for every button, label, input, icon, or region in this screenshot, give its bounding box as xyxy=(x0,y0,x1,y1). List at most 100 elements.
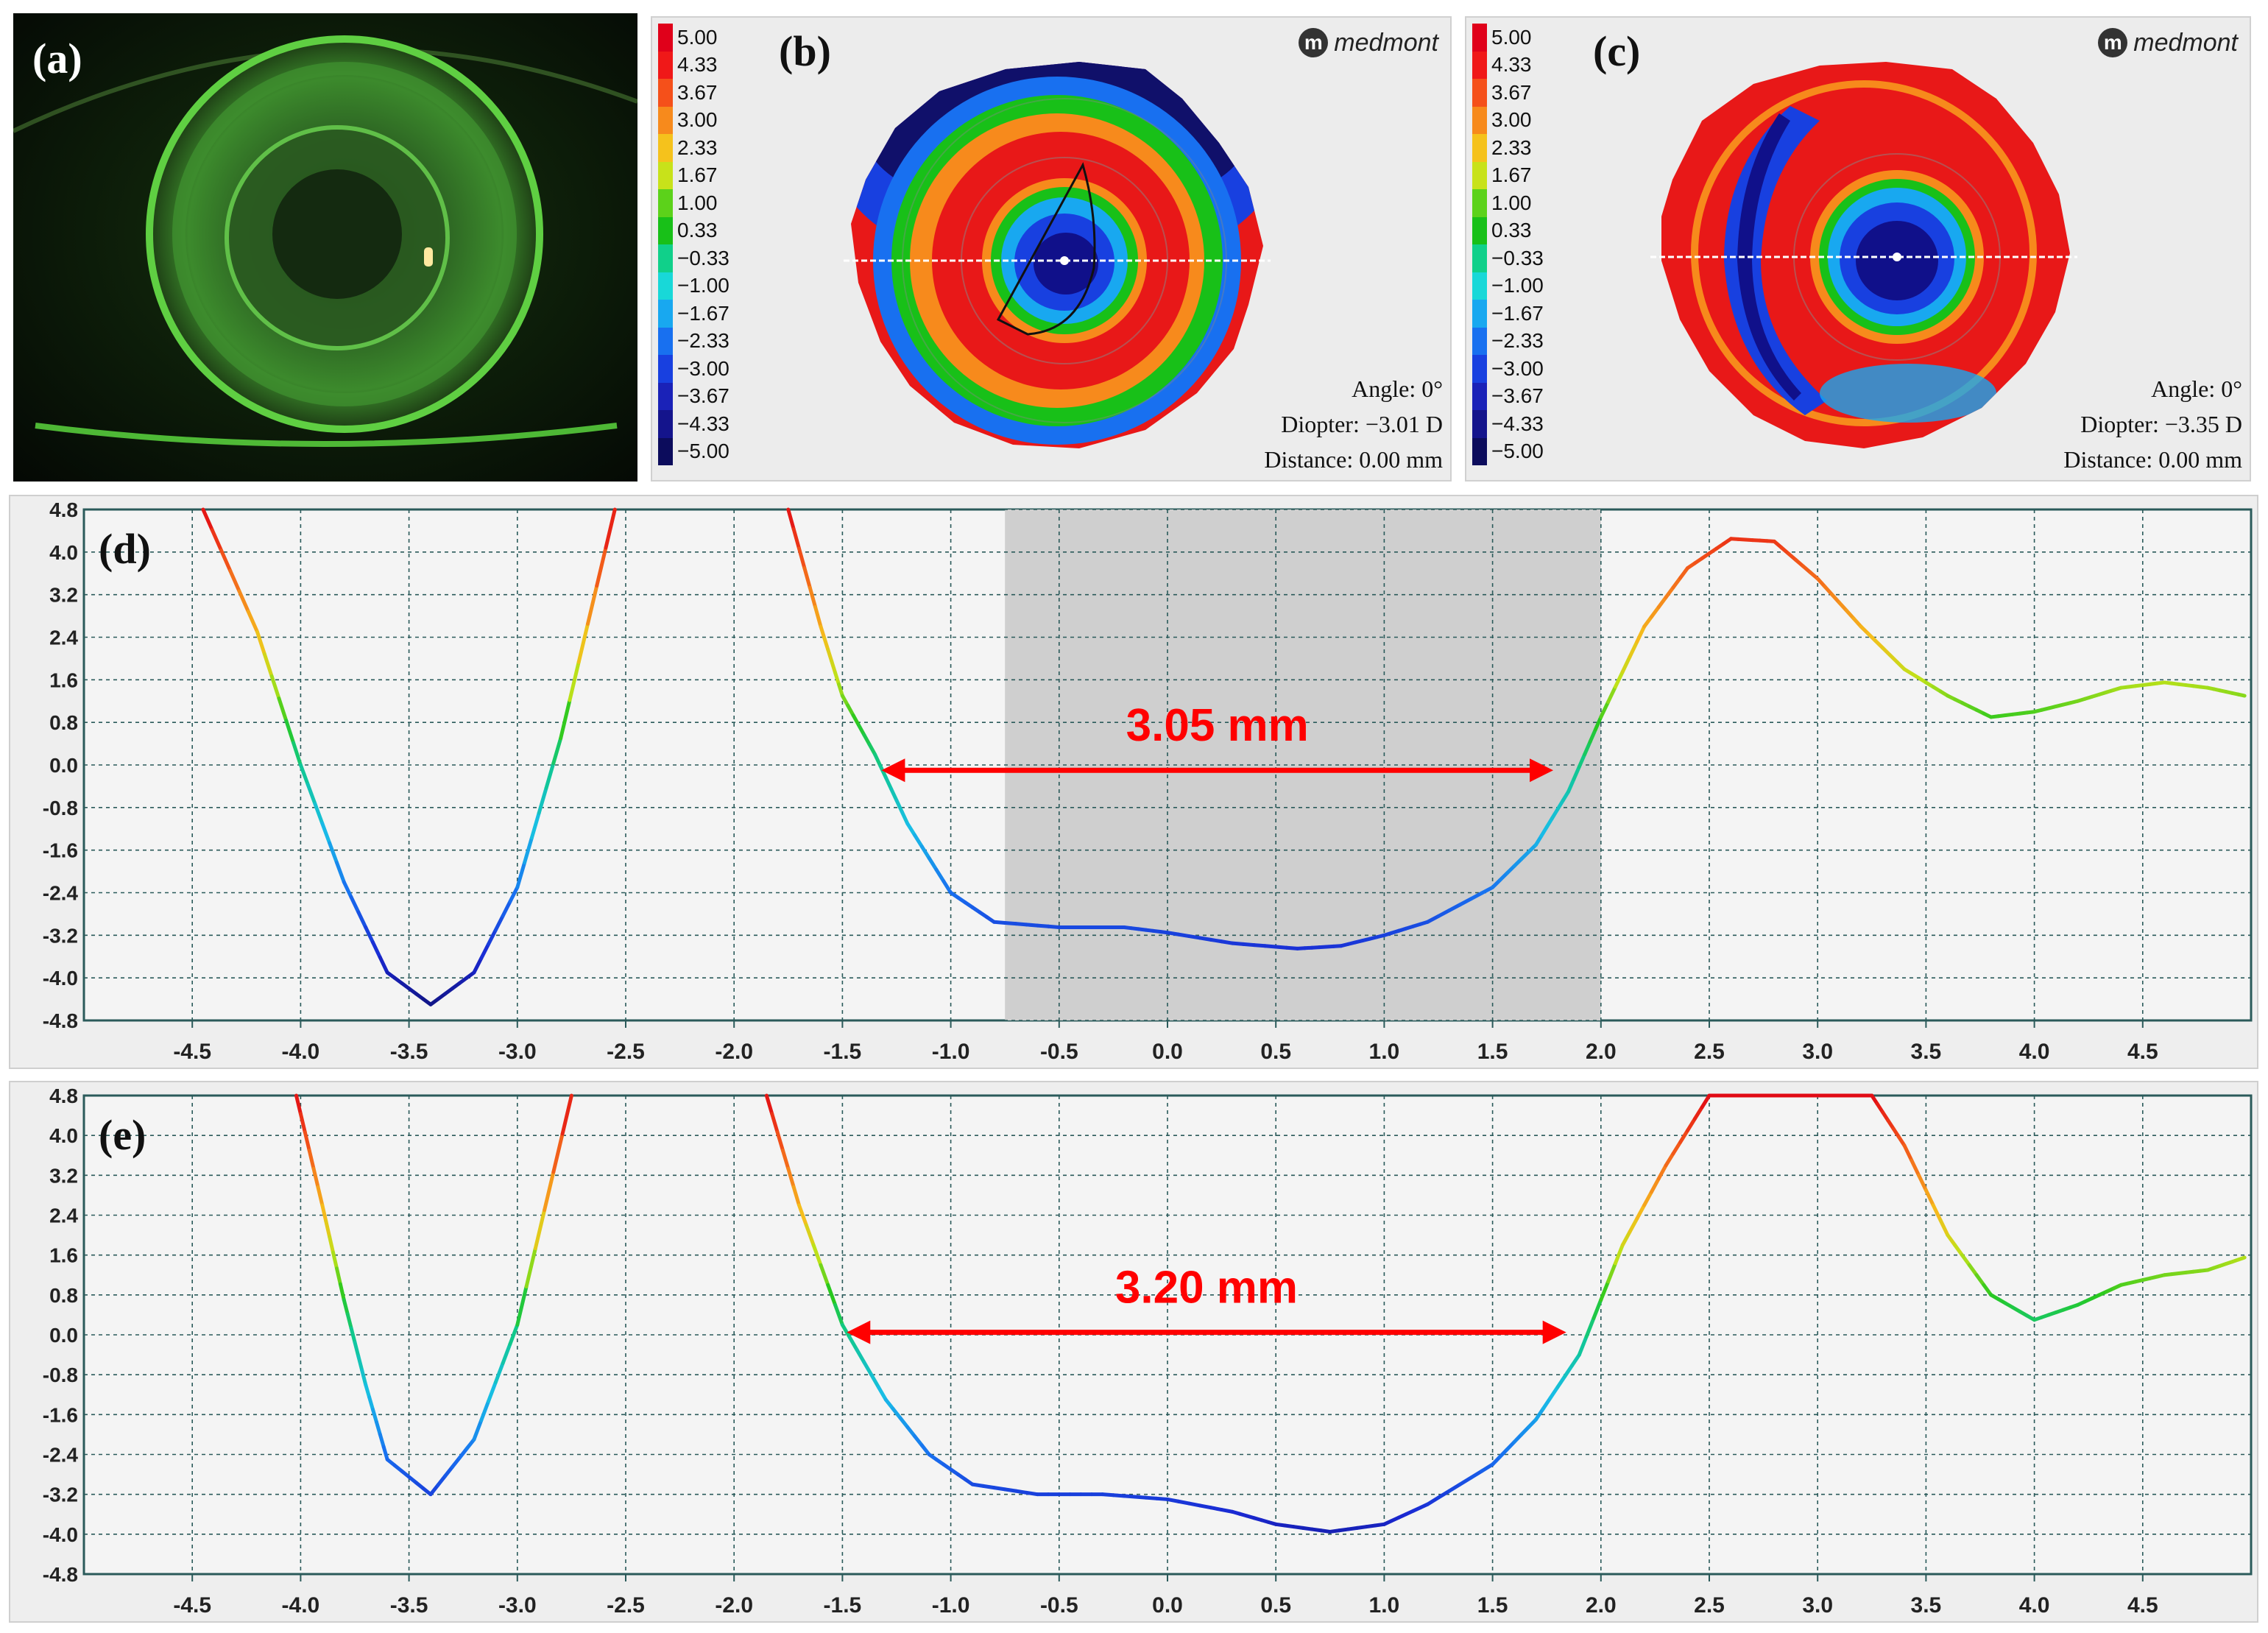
series-segment xyxy=(1583,740,1592,757)
series-segment xyxy=(443,1464,454,1478)
series-segment xyxy=(883,775,894,791)
legend-value: 0.33 xyxy=(1491,219,1532,242)
x-tick-label: 2.0 xyxy=(1586,1040,1617,1064)
x-tick-label: 3.5 xyxy=(1911,1593,1942,1618)
x-tick-label: 2.5 xyxy=(1694,1040,1725,1064)
series-segment xyxy=(1946,1233,1957,1247)
series-segment xyxy=(1656,595,1668,610)
zone-width-label: 3.05 mm xyxy=(1126,700,1309,751)
legend-value: 5.00 xyxy=(677,25,718,49)
x-tick-label: -1.5 xyxy=(824,1593,862,1618)
series-segment xyxy=(604,507,617,550)
legend-swatch xyxy=(1472,24,1487,52)
width-arrow-head-left xyxy=(847,1320,871,1344)
legend-value: 2.33 xyxy=(1491,135,1532,159)
y-tick-label: -0.8 xyxy=(43,1364,78,1386)
series-segment xyxy=(1458,1475,1473,1486)
series-segment xyxy=(1642,615,1653,629)
pupil xyxy=(272,169,402,299)
y-tick-label: -4.8 xyxy=(43,1009,78,1032)
series-segment xyxy=(873,752,883,768)
x-tick-label: 0.0 xyxy=(1152,1040,1183,1064)
series-segment xyxy=(371,940,382,959)
series-right xyxy=(786,507,2247,950)
legend-value: −5.00 xyxy=(677,440,729,463)
series-segment xyxy=(1620,1230,1632,1247)
series-segment xyxy=(1592,1298,1603,1320)
panel-label-c: (c) xyxy=(1593,27,1641,75)
legend-row: −3.00 xyxy=(1472,355,1553,383)
series-segment xyxy=(942,879,953,895)
series-segment xyxy=(559,698,572,741)
x-tick-label: 3.0 xyxy=(1802,1040,1833,1064)
series-segment xyxy=(1931,1203,1943,1222)
series-segment xyxy=(813,605,823,629)
x-tick-label: 3.5 xyxy=(1911,1040,1942,1064)
series-segment xyxy=(493,914,505,932)
medmont-logo-icon: m xyxy=(2098,28,2128,57)
legend-row: −1.67 xyxy=(658,300,739,328)
series-segment xyxy=(316,1185,325,1207)
series-segment xyxy=(472,1418,484,1442)
series-segment xyxy=(277,696,289,723)
legend-row: 0.33 xyxy=(1472,216,1553,244)
panel-label-d: (d) xyxy=(99,525,151,573)
x-tick-label: -4.0 xyxy=(282,1593,320,1618)
series-segment xyxy=(1593,715,1603,732)
legend-row: −4.33 xyxy=(658,410,739,438)
series-segment xyxy=(1613,1243,1625,1266)
legend-swatch xyxy=(658,106,673,134)
legend-swatch xyxy=(1472,134,1487,162)
series-segment xyxy=(1555,1374,1567,1389)
width-arrow-head-right xyxy=(1542,1320,1566,1344)
legend-row: −3.00 xyxy=(658,355,739,383)
y-tick-label: 3.2 xyxy=(49,584,78,607)
series-segment xyxy=(1656,1163,1668,1181)
legend-swatch xyxy=(658,216,673,244)
legend-value: −1.00 xyxy=(677,274,729,297)
series-segment xyxy=(201,507,214,532)
series-segment xyxy=(1620,655,1632,674)
series-segment xyxy=(487,928,498,946)
series-segment xyxy=(479,942,491,961)
series-segment xyxy=(1628,640,1639,659)
series-segment xyxy=(1584,1316,1596,1339)
series-segment xyxy=(1570,1352,1581,1368)
legend-value: 0.33 xyxy=(677,219,718,242)
series-segment xyxy=(595,546,608,588)
angle-readout: Angle: 0° xyxy=(2151,375,2242,402)
series-segment xyxy=(307,1148,316,1171)
legend-value: −1.67 xyxy=(677,301,729,325)
x-tick-label: 1.0 xyxy=(1369,1040,1400,1064)
series-segment xyxy=(551,736,563,766)
legend-row: −1.67 xyxy=(1472,300,1553,328)
series-segment xyxy=(298,763,310,787)
series-segment xyxy=(353,1340,361,1358)
map-readouts: Angle: 0° Diopter: −3.01 D Distance: 0.0… xyxy=(1264,371,1443,477)
legend-swatch xyxy=(1472,216,1487,244)
legend-value: −0.33 xyxy=(1491,246,1544,269)
angle-readout: Angle: 0° xyxy=(1352,375,1443,402)
series-segment xyxy=(775,1130,785,1152)
series-segment xyxy=(246,610,260,634)
x-tick-label: 1.0 xyxy=(1369,1593,1400,1618)
series-segment xyxy=(934,867,946,883)
series-segment xyxy=(381,1445,389,1461)
legend-row: −0.33 xyxy=(658,244,739,272)
light-reflex xyxy=(424,247,433,267)
series-segment xyxy=(349,895,361,914)
series-segment xyxy=(1953,1243,1964,1258)
y-tick-label: 0.8 xyxy=(49,711,78,734)
legend-row: 4.33 xyxy=(658,51,739,79)
legend-swatch xyxy=(658,382,673,410)
series-segment xyxy=(836,682,844,698)
series-segment xyxy=(342,1298,350,1316)
series-segment xyxy=(284,719,296,745)
series-segment xyxy=(255,629,266,656)
x-tick-label: 1.5 xyxy=(1477,1040,1508,1064)
x-tick-label: -2.0 xyxy=(715,1593,753,1618)
series-segment xyxy=(1671,576,1683,590)
legend-value: −2.33 xyxy=(677,329,729,353)
legend-value: 1.00 xyxy=(1491,191,1532,214)
y-tick-label: 1.6 xyxy=(49,669,78,691)
